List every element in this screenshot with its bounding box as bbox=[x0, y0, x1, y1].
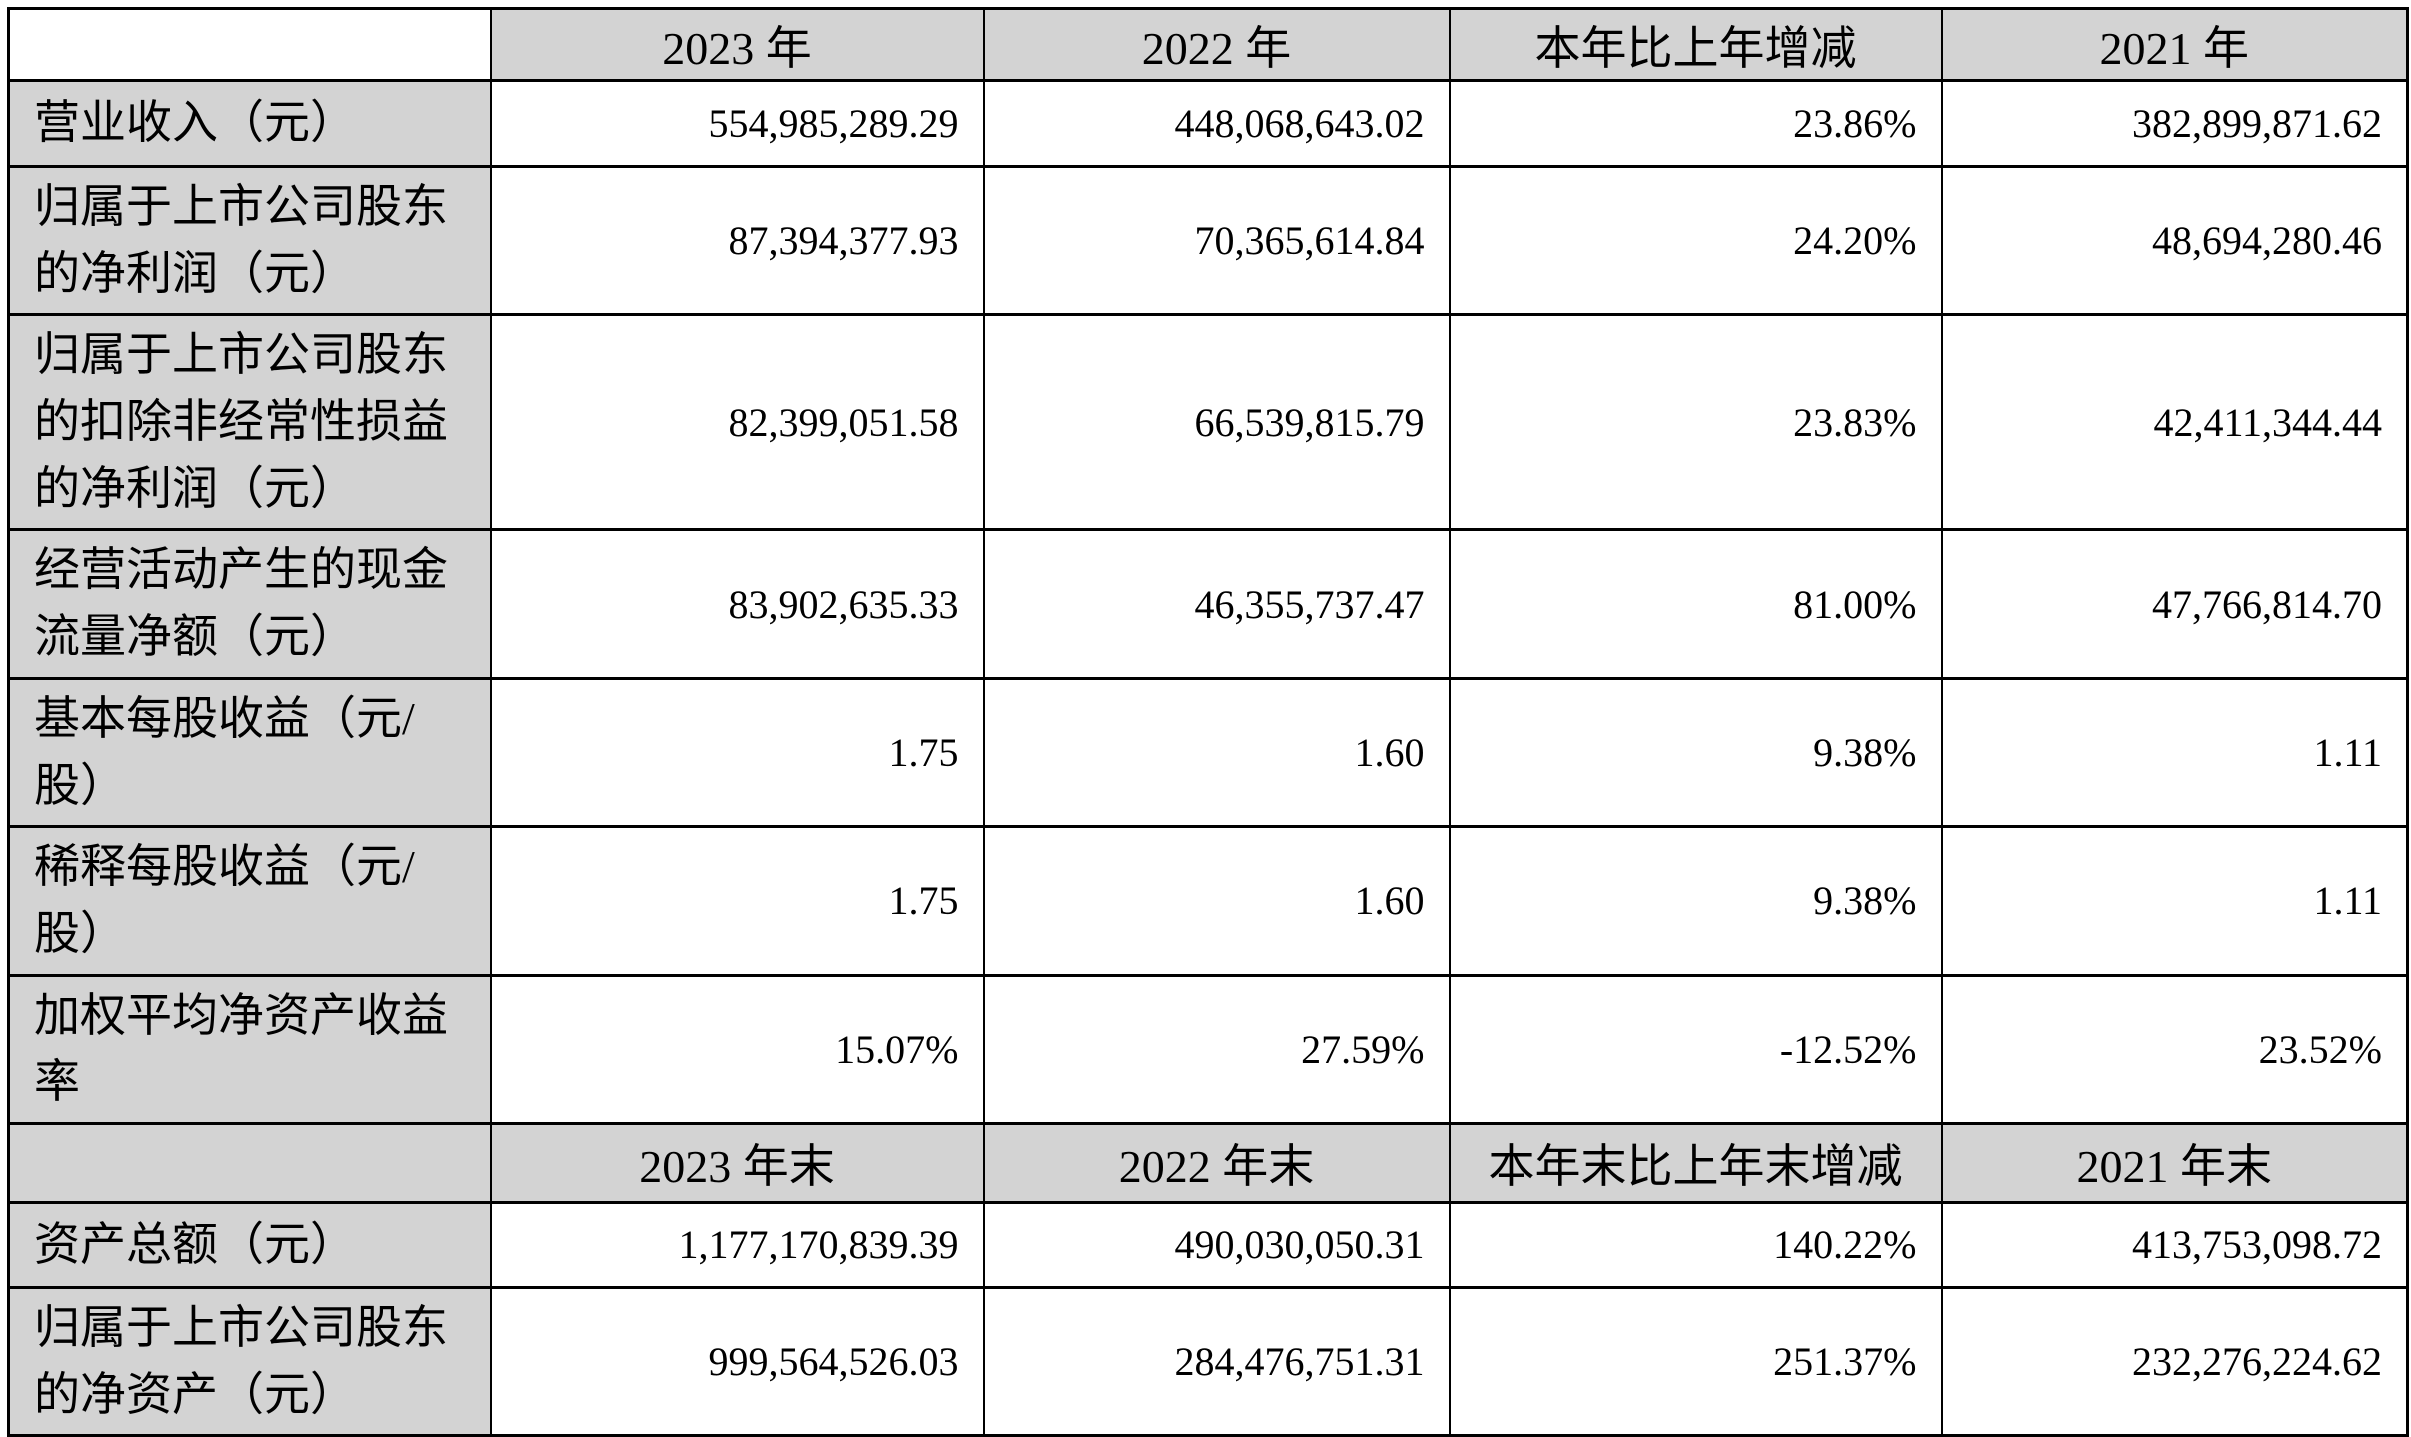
cell-deducted-net-profit-change: 23.83% bbox=[1448, 313, 1943, 532]
cell-operating-cash-flow-2022: 46,355,737.47 bbox=[982, 528, 1451, 680]
row-label-diluted-eps: 稀释每股收益（元/股） bbox=[7, 825, 492, 977]
cell-net-assets-2022: 284,476,751.31 bbox=[982, 1285, 1451, 1437]
cell-operating-cash-flow-change: 81.00% bbox=[1448, 528, 1943, 680]
cell-deducted-net-profit-2022: 66,539,815.79 bbox=[982, 313, 1451, 532]
header-cell-yoy-change: 本年比上年增减 bbox=[1448, 7, 1943, 82]
cell-total-assets-2023: 1,177,170,839.39 bbox=[489, 1200, 985, 1289]
table-row-diluted-eps: 稀释每股收益（元/股） 1.75 1.60 9.38% 1.11 bbox=[7, 825, 2409, 977]
cell-weighted-avg-roe-2022: 27.59% bbox=[982, 973, 1451, 1125]
cell-diluted-eps-2023: 1.75 bbox=[489, 825, 985, 977]
cell-basic-eps-2021: 1.11 bbox=[1940, 676, 2409, 829]
table-row-total-assets: 资产总额（元） 1,177,170,839.39 490,030,050.31 … bbox=[7, 1200, 2409, 1289]
header-row-annual: 2023 年 2022 年 本年比上年增减 2021 年 bbox=[7, 7, 2409, 82]
header-row-year-end: 2023 年末 2022 年末 本年末比上年末增减 2021 年末 bbox=[7, 1121, 2409, 1204]
table-row-revenue: 营业收入（元） 554,985,289.29 448,068,643.02 23… bbox=[7, 79, 2409, 168]
header-cell-2022-end: 2022 年末 bbox=[982, 1121, 1451, 1204]
header-cell-2023: 2023 年 bbox=[489, 7, 985, 82]
cell-diluted-eps-2021: 1.11 bbox=[1940, 825, 2409, 977]
header-cell-blank bbox=[7, 1121, 492, 1204]
corner-cell bbox=[7, 7, 492, 82]
table-row-basic-eps: 基本每股收益（元/股） 1.75 1.60 9.38% 1.11 bbox=[7, 676, 2409, 829]
header-cell-2022: 2022 年 bbox=[982, 7, 1451, 82]
cell-revenue-change: 23.86% bbox=[1448, 79, 1943, 168]
cell-basic-eps-2022: 1.60 bbox=[982, 676, 1451, 829]
cell-net-profit-2022: 70,365,614.84 bbox=[982, 164, 1451, 317]
cell-deducted-net-profit-2021: 42,411,344.44 bbox=[1940, 313, 2409, 532]
cell-weighted-avg-roe-2023: 15.07% bbox=[489, 973, 985, 1125]
row-label-total-assets: 资产总额（元） bbox=[7, 1200, 492, 1289]
cell-net-profit-change: 24.20% bbox=[1448, 164, 1943, 317]
cell-operating-cash-flow-2021: 47,766,814.70 bbox=[1940, 528, 2409, 680]
cell-total-assets-change: 140.22% bbox=[1448, 1200, 1943, 1289]
header-cell-2021: 2021 年 bbox=[1940, 7, 2409, 82]
row-label-deducted-net-profit: 归属于上市公司股东的扣除非经常性损益的净利润（元） bbox=[7, 313, 492, 532]
row-label-net-assets: 归属于上市公司股东的净资产（元） bbox=[7, 1285, 492, 1437]
cell-revenue-2023: 554,985,289.29 bbox=[489, 79, 985, 168]
row-label-revenue: 营业收入（元） bbox=[7, 79, 492, 168]
row-label-net-profit: 归属于上市公司股东的净利润（元） bbox=[7, 164, 492, 317]
table-row-deducted-net-profit: 归属于上市公司股东的扣除非经常性损益的净利润（元） 82,399,051.58 … bbox=[7, 313, 2409, 532]
cell-total-assets-2022: 490,030,050.31 bbox=[982, 1200, 1451, 1289]
cell-net-assets-2023: 999,564,526.03 bbox=[489, 1285, 985, 1437]
header-cell-2021-end: 2021 年末 bbox=[1940, 1121, 2409, 1204]
header-cell-2023-end: 2023 年末 bbox=[489, 1121, 985, 1204]
header-cell-year-end-change: 本年末比上年末增减 bbox=[1448, 1121, 1943, 1204]
financial-summary-table: 2023 年 2022 年 本年比上年增减 2021 年 营业收入（元） 554… bbox=[7, 7, 2409, 1437]
row-label-operating-cash-flow: 经营活动产生的现金流量净额（元） bbox=[7, 528, 492, 680]
cell-revenue-2021: 382,899,871.62 bbox=[1940, 79, 2409, 168]
cell-weighted-avg-roe-change: -12.52% bbox=[1448, 973, 1943, 1125]
table-row-net-assets: 归属于上市公司股东的净资产（元） 999,564,526.03 284,476,… bbox=[7, 1285, 2409, 1437]
cell-weighted-avg-roe-2021: 23.52% bbox=[1940, 973, 2409, 1125]
cell-basic-eps-change: 9.38% bbox=[1448, 676, 1943, 829]
table-row-operating-cash-flow: 经营活动产生的现金流量净额（元） 83,902,635.33 46,355,73… bbox=[7, 528, 2409, 680]
cell-diluted-eps-change: 9.38% bbox=[1448, 825, 1943, 977]
cell-net-profit-2023: 87,394,377.93 bbox=[489, 164, 985, 317]
cell-operating-cash-flow-2023: 83,902,635.33 bbox=[489, 528, 985, 680]
cell-net-profit-2021: 48,694,280.46 bbox=[1940, 164, 2409, 317]
table-row-net-profit: 归属于上市公司股东的净利润（元） 87,394,377.93 70,365,61… bbox=[7, 164, 2409, 317]
cell-deducted-net-profit-2023: 82,399,051.58 bbox=[489, 313, 985, 532]
cell-net-assets-2021: 232,276,224.62 bbox=[1940, 1285, 2409, 1437]
row-label-basic-eps: 基本每股收益（元/股） bbox=[7, 676, 492, 829]
cell-basic-eps-2023: 1.75 bbox=[489, 676, 985, 829]
cell-net-assets-change: 251.37% bbox=[1448, 1285, 1943, 1437]
cell-revenue-2022: 448,068,643.02 bbox=[982, 79, 1451, 168]
cell-total-assets-2021: 413,753,098.72 bbox=[1940, 1200, 2409, 1289]
table-row-weighted-avg-roe: 加权平均净资产收益率 15.07% 27.59% -12.52% 23.52% bbox=[7, 973, 2409, 1125]
row-label-weighted-avg-roe: 加权平均净资产收益率 bbox=[7, 973, 492, 1125]
cell-diluted-eps-2022: 1.60 bbox=[982, 825, 1451, 977]
